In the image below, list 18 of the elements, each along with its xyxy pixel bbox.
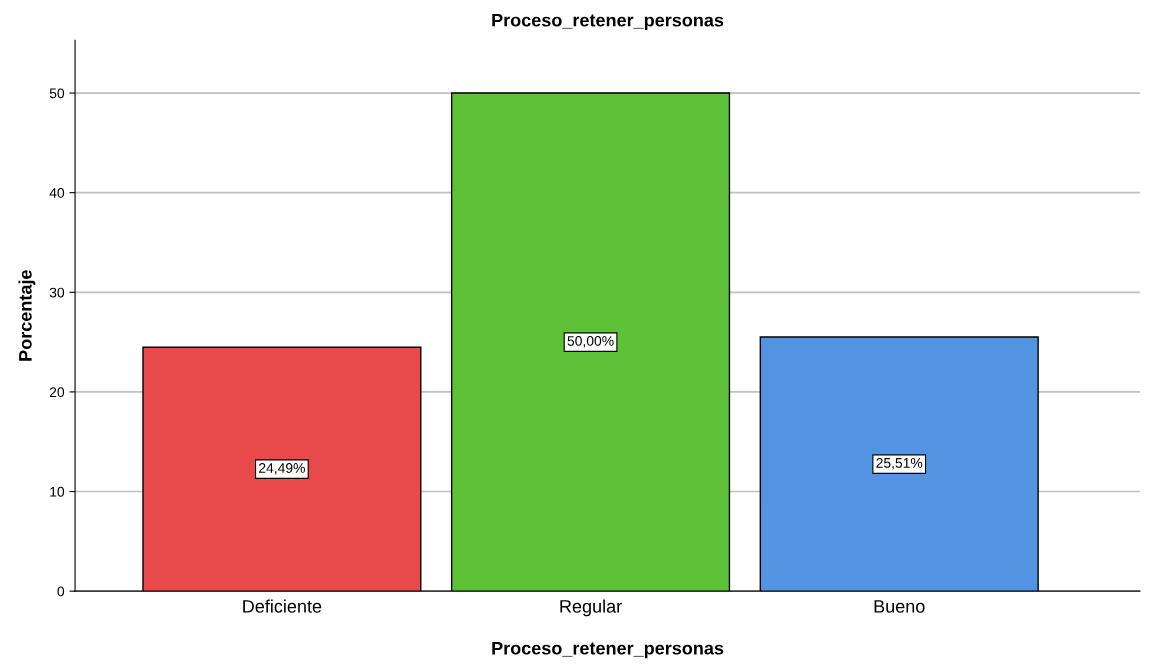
y-tick-label: 50: [49, 88, 65, 99]
data-label: 24,49%: [259, 463, 305, 475]
x-tick-label: Regular: [560, 599, 622, 617]
data-label: 50,00%: [567, 336, 614, 348]
x-tick-label: Bueno: [874, 600, 925, 613]
x-tick-label: Deficiente: [243, 599, 322, 613]
y-tick-label: 0: [57, 586, 65, 597]
bar: [450, 92, 731, 592]
chart-title: Proceso_retener_personas: [492, 13, 724, 31]
bar: [759, 336, 1039, 592]
y-tick-label: 10: [50, 486, 65, 497]
bar: [142, 346, 422, 592]
x-axis-title: Proceso_retener_personas: [492, 641, 724, 659]
data-label: 25,51%: [876, 457, 923, 470]
y-axis-title: Porcentaje: [18, 270, 36, 361]
y-tick-label: 40: [49, 188, 65, 198]
y-tick-label: 20: [49, 387, 65, 398]
y-tick-label: 30: [49, 287, 65, 298]
